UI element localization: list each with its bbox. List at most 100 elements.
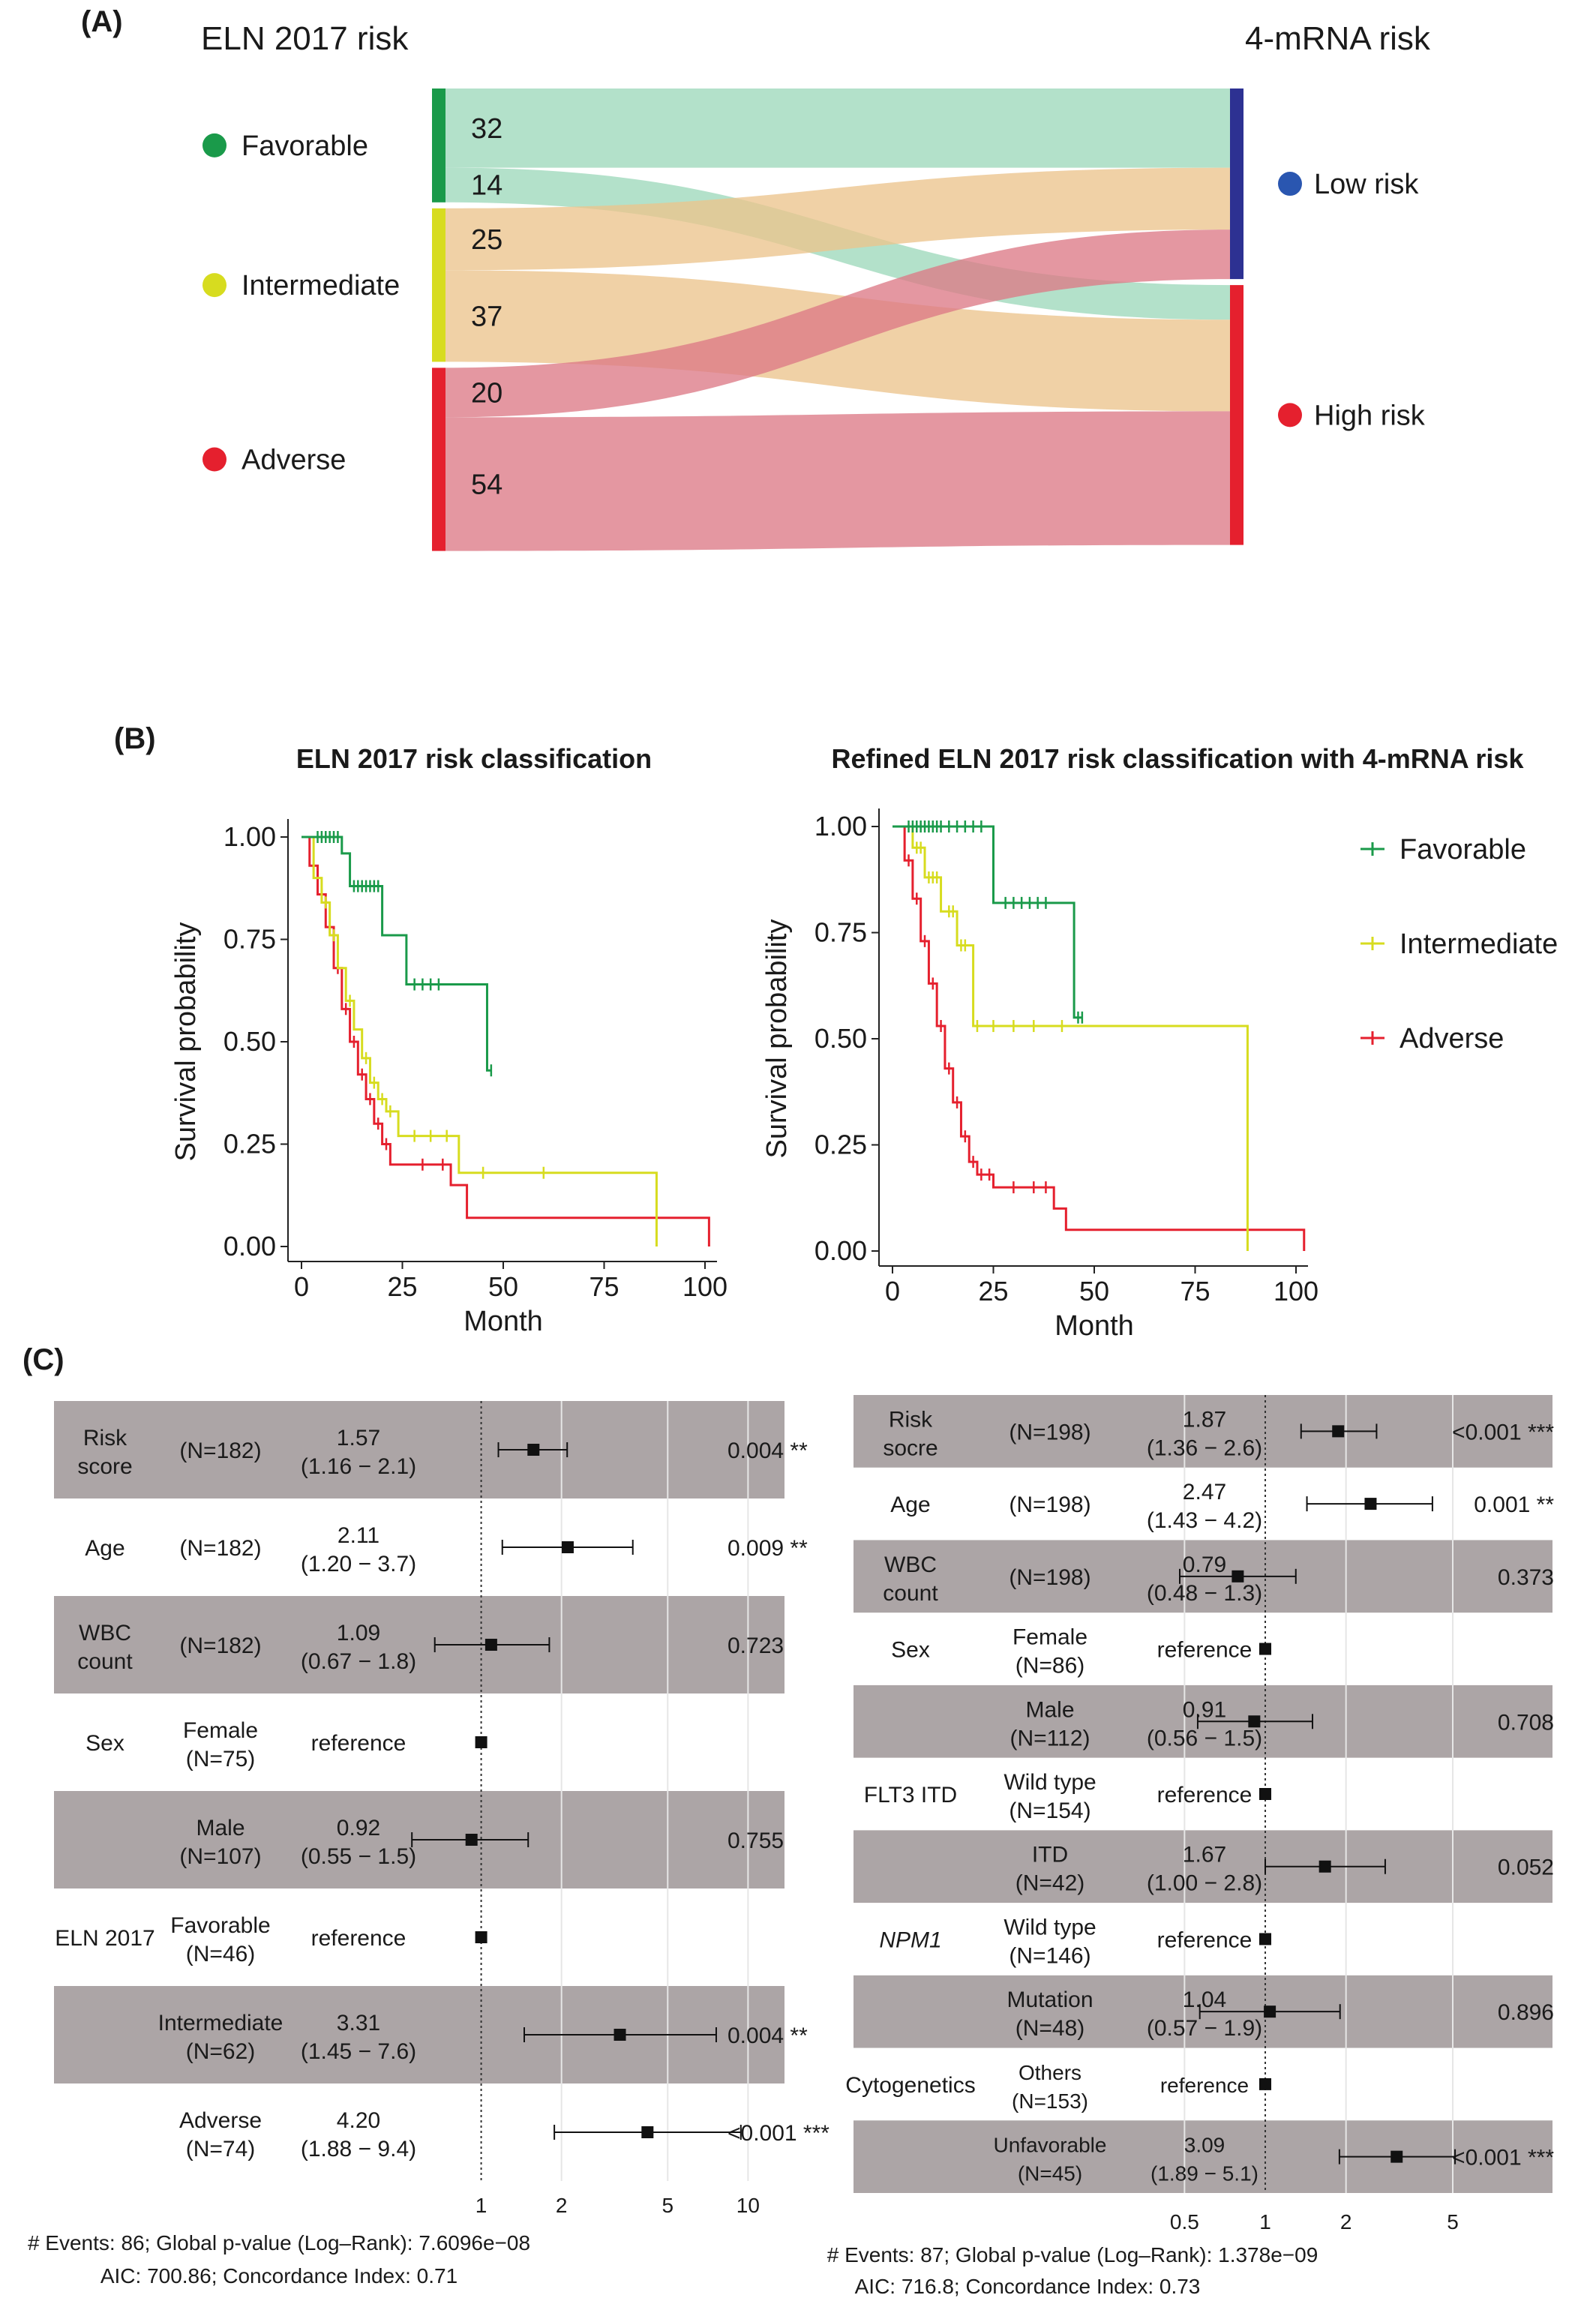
forest-n: (N=182)	[179, 1536, 261, 1561]
forest-variable: Age	[890, 1492, 930, 1517]
forest-variable: socre	[883, 1436, 938, 1460]
forest-estimate	[561, 1541, 574, 1553]
forest-pvalue: 0.004 **	[728, 1438, 808, 1463]
forest-hr: 0.91	[1183, 1697, 1226, 1722]
forest-estimate	[465, 1834, 478, 1846]
km-curve-intermediate	[892, 825, 1249, 1251]
x-tick-label: 0	[294, 1271, 309, 1302]
legend-label: Adverse	[1400, 1023, 1504, 1054]
sankey-node-intermediate	[432, 208, 446, 362]
forest-hr: 3.31	[337, 2011, 380, 2036]
forest-estimate	[475, 1931, 488, 1943]
forest-estimate	[614, 2029, 626, 2041]
forest-variable: Cytogenetics	[845, 2073, 975, 2098]
sankey-left-header: ELN 2017 risk	[201, 20, 409, 57]
forest-x-tick: 5	[1447, 2210, 1459, 2234]
panel-a-label: (A)	[81, 5, 123, 38]
x-tick-label: 50	[488, 1271, 518, 1302]
sankey-node-adverse	[432, 368, 446, 551]
x-axis-label: Month	[464, 1306, 543, 1337]
sankey-flow	[446, 411, 1230, 551]
forest-hr: 0.92	[337, 1816, 380, 1840]
forest-ci: (0.56 − 1.5)	[1147, 1726, 1262, 1750]
forest-x-tick: 2	[1340, 2210, 1352, 2234]
forest-right-footer-2: AIC: 716.8; Concordance Index: 0.73	[855, 2275, 1201, 2298]
forest-hr: 2.47	[1183, 1480, 1226, 1504]
forest-hr: reference	[1157, 1928, 1252, 1952]
forest-level: Wild type	[1004, 1915, 1096, 1940]
y-axis-label: Survival probability	[761, 920, 793, 1159]
forest-level: Others	[1018, 2061, 1082, 2084]
forest-n: (N=182)	[179, 1438, 261, 1463]
sankey-flow	[446, 88, 1230, 168]
x-tick-label: 25	[978, 1276, 1008, 1306]
forest-ci: (0.57 − 1.9)	[1147, 2016, 1262, 2041]
forest-hr: reference	[1157, 1638, 1252, 1663]
sankey-node-high-risk	[1230, 285, 1244, 545]
forest-n: (N=198)	[1009, 1420, 1090, 1444]
forest-estimate	[1364, 1498, 1377, 1510]
forest-level: Female	[183, 1718, 258, 1743]
forest-variable: WBC	[884, 1552, 937, 1577]
forest-n: (N=112)	[1010, 1726, 1090, 1750]
forest-n: (N=45)	[1018, 2162, 1082, 2186]
forest-variable: Sex	[86, 1731, 124, 1756]
forest-variable: ELN 2017	[55, 1926, 154, 1951]
forest-estimate	[527, 1444, 540, 1456]
forest-variable: NPM1	[879, 1928, 941, 1952]
forest-pvalue: 0.708	[1498, 1710, 1554, 1735]
forest-n: (N=146)	[1009, 1943, 1090, 1968]
forest-x-tick: 2	[556, 2194, 568, 2217]
forest-pvalue: 0.001 **	[1474, 1492, 1554, 1517]
km-curve-favorable	[892, 825, 1082, 1019]
forest-hr: 1.04	[1183, 1988, 1226, 2012]
forest-estimate	[1318, 1860, 1331, 1873]
forest-hr: 4.20	[337, 2108, 380, 2133]
forest-n: (N=42)	[1016, 1871, 1085, 1896]
forest-ci: (1.16 − 2.1)	[301, 1454, 416, 1479]
forest-variable: count	[77, 1649, 133, 1674]
forest-hr: 2.11	[338, 1523, 380, 1548]
forest-hr: reference	[311, 1926, 406, 1951]
forest-variable: Risk	[889, 1407, 933, 1432]
forest-level: Male	[1025, 1697, 1074, 1722]
km-curve-adverse	[892, 825, 1306, 1251]
forest-level: Adverse	[179, 2108, 262, 2133]
forest-variable: count	[883, 1581, 938, 1606]
legend-dot-high-risk	[1278, 403, 1302, 428]
forest-estimate	[1332, 1425, 1345, 1438]
forest-hr: 1.67	[1183, 1843, 1226, 1868]
forest-ci: (1.20 − 3.7)	[301, 1552, 416, 1576]
forest-level: Intermediate	[158, 2011, 284, 2036]
forest-variable: score	[77, 1454, 132, 1479]
legend-label: Intermediate	[1400, 928, 1558, 960]
forest-plot-right: Risk socre (N=198) 1.87 (1.36 − 2.6) <0.001 *…	[845, 1395, 1554, 2234]
forest-estimate	[1259, 2078, 1272, 2090]
sankey-flow-value: 25	[471, 224, 502, 256]
y-tick-label: 0.25	[224, 1129, 276, 1160]
forest-x-tick: 0.5	[1170, 2210, 1199, 2234]
forest-pvalue: <0.001 ***	[1452, 2146, 1554, 2170]
forest-estimate	[1259, 1933, 1272, 1946]
sankey-right-header: 4-mRNA risk	[1245, 20, 1431, 57]
forest-hr: reference	[1157, 1783, 1252, 1808]
sankey-right-label: Low risk	[1314, 169, 1419, 200]
x-axis-label: Month	[1054, 1310, 1134, 1342]
forest-n: (N=74)	[186, 2137, 256, 2162]
panel-b-label: (B)	[114, 722, 156, 755]
forest-ci: (1.00 − 2.8)	[1147, 1871, 1262, 1896]
y-tick-label: 0.50	[814, 1023, 867, 1054]
forest-x-tick: 10	[736, 2194, 760, 2217]
forest-level: Female	[1012, 1625, 1088, 1650]
forest-level: ITD	[1032, 1843, 1068, 1868]
forest-ci: (0.67 − 1.8)	[301, 1649, 416, 1674]
sankey-flow-value: 20	[471, 377, 502, 409]
forest-variable: Risk	[83, 1426, 128, 1450]
forest-row-band	[54, 1596, 784, 1694]
km-curve-adverse	[302, 836, 710, 1246]
forest-row-band	[854, 1395, 1552, 1468]
forest-level: Male	[196, 1816, 244, 1840]
forest-variable: Sex	[891, 1638, 930, 1663]
forest-estimate	[1248, 1715, 1261, 1728]
